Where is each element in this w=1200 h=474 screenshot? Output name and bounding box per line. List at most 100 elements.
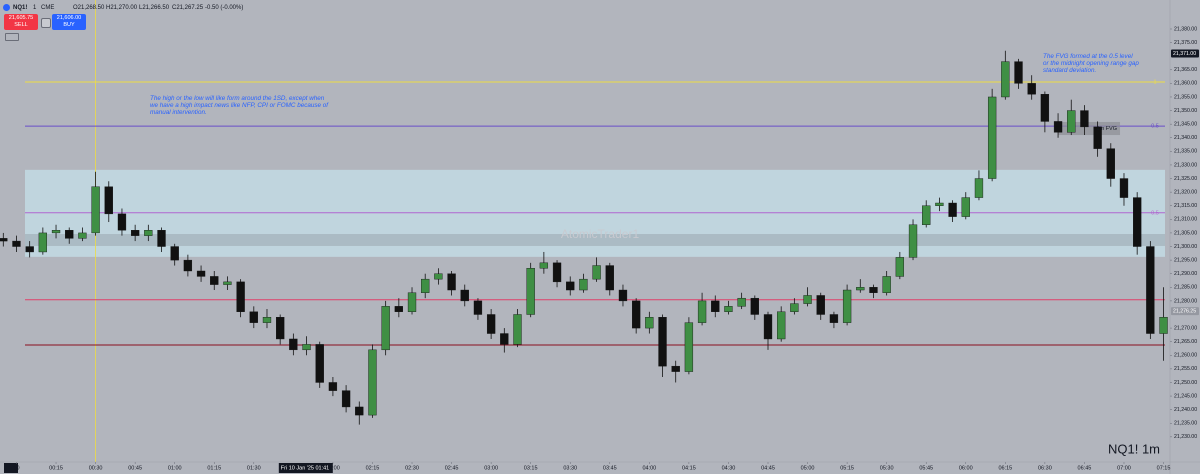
candle-body (315, 344, 324, 383)
candle-body (25, 246, 34, 253)
interval: 1 (33, 5, 37, 11)
sell-button[interactable]: 21,605.75 SELL (4, 14, 38, 30)
candle (526, 262, 535, 318)
candle-body (987, 96, 997, 179)
candle (684, 317, 694, 375)
annotation: The high or the low will like form aroun… (150, 95, 328, 116)
candle (407, 287, 417, 315)
candle (750, 295, 759, 320)
candle-body (249, 311, 258, 323)
candle (1001, 50, 1010, 100)
collapse-button[interactable] (5, 33, 19, 41)
candle (157, 227, 166, 252)
crosshair-bg (278, 463, 333, 473)
candle (12, 235, 21, 252)
ohlc-close: C21,267.25 (172, 5, 204, 11)
candle (91, 171, 100, 236)
x-tick-label: 06:15 (998, 465, 1012, 471)
candle-body (262, 317, 272, 323)
level-label: 1 (1153, 79, 1156, 85)
fvg-label: 1m FVG (1097, 126, 1117, 132)
y-tick-label: 21,375.00 (1174, 40, 1197, 46)
x-tick-label: 02:30 (405, 465, 419, 471)
x-tick-label: 07:00 (1117, 465, 1131, 471)
candle (1014, 58, 1023, 89)
y-tick-label: 21,320.00 (1174, 190, 1197, 196)
candle-body (935, 202, 944, 206)
symbol: NQ1! (13, 5, 28, 11)
symbol-icon (3, 4, 10, 13)
candle (724, 300, 733, 315)
candle (170, 243, 179, 266)
candle (658, 314, 667, 378)
candle-body (856, 287, 865, 291)
candle (711, 295, 720, 318)
candle (262, 309, 272, 329)
price-tag-bg (1171, 307, 1199, 316)
y-tick-label: 21,340.00 (1174, 135, 1197, 141)
candle-body (579, 278, 588, 291)
candle (104, 181, 113, 223)
candle (421, 273, 430, 299)
candle (763, 311, 773, 350)
candle-body (671, 365, 680, 372)
candle (328, 377, 338, 397)
candle (579, 273, 588, 293)
candle-body (302, 344, 311, 351)
candle (592, 257, 601, 282)
candle (842, 284, 852, 326)
candle-body (223, 281, 232, 285)
candle-body (1001, 61, 1010, 98)
candle-body (908, 224, 918, 258)
candle-body (526, 268, 535, 315)
y-tick-label: 21,260.00 (1174, 353, 1197, 359)
x-tick-label: 00:15 (49, 465, 63, 471)
y-tick-label: 21,355.00 (1174, 94, 1197, 100)
candle (1159, 287, 1168, 361)
candle-body (447, 273, 456, 291)
candle-body (157, 230, 166, 247)
candle-body (1067, 110, 1076, 133)
candle-body (552, 262, 562, 283)
candle (829, 311, 839, 329)
candle-body (684, 322, 694, 372)
candle (987, 88, 997, 182)
y-tick-label: 21,255.00 (1174, 366, 1197, 372)
annotation-line: standard deviation. (1043, 67, 1097, 74)
y-tick-label: 21,365.00 (1174, 67, 1197, 73)
x-tick-label: 03:45 (603, 465, 617, 471)
candle (1027, 75, 1036, 100)
candle (645, 311, 654, 334)
candle (196, 265, 206, 282)
candle-body (196, 270, 206, 277)
candle-body (381, 306, 390, 351)
candle (552, 260, 562, 288)
y-tick-label: 21,265.00 (1174, 339, 1197, 345)
candle-body (394, 306, 403, 312)
candle-body (65, 230, 74, 239)
candle-body (368, 349, 377, 416)
candle (605, 262, 614, 296)
candle-body (974, 178, 984, 198)
candle (130, 224, 140, 242)
axis-corner (1170, 462, 1200, 474)
buy-button[interactable]: 21,606.00 BUY (52, 14, 86, 30)
x-tick-label: 02:45 (445, 465, 459, 471)
annotation: The FVG formed at the 0.5 level or the m… (1043, 53, 1139, 74)
y-tick-label: 21,350.00 (1174, 108, 1197, 114)
candle-body (0, 238, 8, 242)
x-tick-label: 03:15 (524, 465, 538, 471)
candle-body (1040, 94, 1050, 122)
quantity-box[interactable] (41, 18, 51, 28)
candle-body (130, 230, 140, 236)
annotation-line: manual intervention. (150, 109, 207, 116)
candle-body (210, 276, 219, 285)
x-tick-label: 01:15 (207, 465, 221, 471)
price-tag: 21,276.25 (1173, 308, 1196, 314)
candle-body (460, 289, 469, 302)
candle (78, 227, 87, 242)
y-tick-label: 21,295.00 (1174, 257, 1197, 263)
candle (38, 227, 48, 255)
